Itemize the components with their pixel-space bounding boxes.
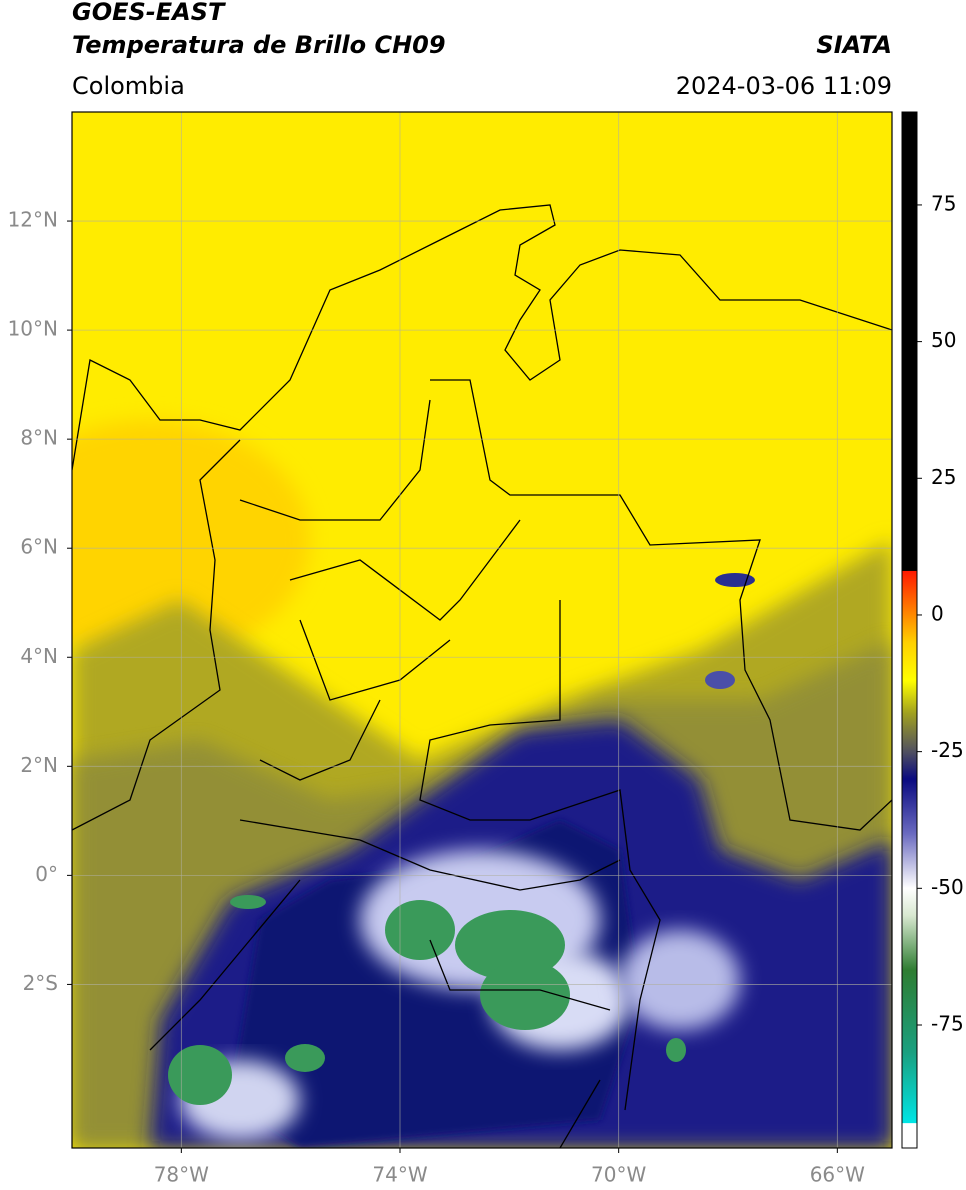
x-tick-label: 74°W bbox=[372, 1163, 427, 1187]
coastline bbox=[72, 204, 892, 471]
y-tick-label: 2°N bbox=[20, 753, 58, 777]
border bbox=[149, 879, 601, 1148]
colorbar-tick-label: -50 bbox=[931, 875, 964, 899]
department-border bbox=[239, 399, 521, 841]
y-tick-label: 2°S bbox=[23, 971, 58, 995]
datetime: 2024-03-06 11:09 bbox=[676, 72, 892, 100]
coldest-top bbox=[168, 1045, 232, 1105]
x-tick-label: 66°W bbox=[810, 1163, 865, 1187]
colorbar-tick-label: -75 bbox=[931, 1011, 964, 1035]
coldest-top bbox=[385, 900, 455, 960]
coldest-top bbox=[230, 895, 266, 909]
map-frame bbox=[71, 111, 893, 1149]
cloud-top bbox=[620, 930, 740, 1030]
x-tick-label: 78°W bbox=[154, 1163, 209, 1187]
border bbox=[419, 600, 661, 1111]
satellite-image bbox=[72, 112, 892, 1148]
cold-cloud bbox=[715, 573, 755, 587]
warm-area bbox=[72, 420, 310, 660]
x-tick-label: 70°W bbox=[591, 1163, 646, 1187]
cold-cloud bbox=[705, 671, 735, 689]
y-tick-label: 6°N bbox=[20, 535, 58, 559]
coastline bbox=[72, 439, 241, 831]
y-tick-label: 4°N bbox=[20, 644, 58, 668]
region: Colombia bbox=[72, 72, 185, 100]
coldest-top bbox=[285, 1044, 325, 1072]
border bbox=[430, 379, 892, 831]
y-tick-label: 10°N bbox=[8, 317, 58, 341]
y-tick-label: 0° bbox=[35, 862, 58, 886]
colorbar-frame bbox=[901, 111, 918, 1149]
border bbox=[359, 839, 621, 1011]
colorbar-tick-label: 75 bbox=[931, 191, 956, 215]
title: GOES-EAST bbox=[72, 0, 226, 26]
colorbar bbox=[902, 112, 917, 1148]
y-tick-label: 8°N bbox=[20, 426, 58, 450]
coldest-top bbox=[666, 1038, 686, 1062]
colorbar-tick-label: -25 bbox=[931, 738, 964, 762]
colorbar-tick-label: 50 bbox=[931, 328, 956, 352]
coldest-top bbox=[480, 960, 570, 1030]
colorbar-tick-label: 25 bbox=[931, 465, 956, 489]
source: SIATA bbox=[816, 31, 892, 59]
subtitle: Temperatura de Brillo CH09 bbox=[72, 31, 446, 59]
y-tick-label: 12°N bbox=[8, 208, 58, 232]
colorbar-tick-label: 0 bbox=[931, 601, 944, 625]
